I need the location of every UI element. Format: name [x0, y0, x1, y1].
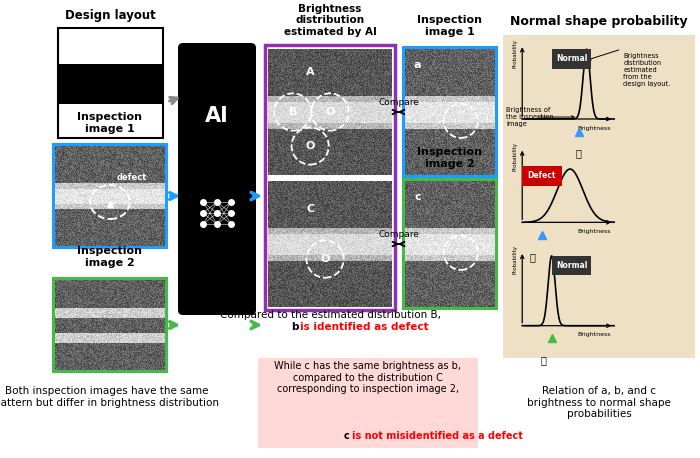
Bar	[52, 277, 168, 373]
Text: A: A	[306, 67, 314, 76]
Text: is identified as defect: is identified as defect	[300, 322, 428, 332]
Text: C: C	[306, 204, 314, 214]
Bar	[552, 256, 592, 275]
Text: Brightness: Brightness	[578, 333, 611, 338]
Bar	[58, 64, 163, 104]
FancyBboxPatch shape	[178, 43, 256, 315]
Text: O: O	[321, 254, 330, 264]
Text: Both inspection images have the same
pattern but differ in brightness distributi: Both inspection images have the same pat…	[0, 386, 220, 408]
Text: Brightness
distribution
estimated
from the
design layout.: Brightness distribution estimated from t…	[624, 53, 671, 87]
Text: Compare: Compare	[378, 98, 419, 107]
Text: O: O	[305, 141, 315, 151]
Text: ⓐ: ⓐ	[575, 148, 581, 158]
Text: While c has the same brightness as b,
compared to the distribution C
correspondi: While c has the same brightness as b, co…	[274, 361, 461, 394]
Text: Compare: Compare	[378, 230, 419, 239]
Text: c: c	[344, 431, 353, 441]
Bar	[552, 49, 592, 69]
Text: is not misidentified as a defect: is not misidentified as a defect	[352, 431, 523, 441]
Bar	[58, 28, 163, 138]
Text: B: B	[288, 107, 297, 117]
Text: Brightness
distribution
estimated by AI: Brightness distribution estimated by AI	[284, 4, 377, 37]
Bar	[52, 143, 168, 249]
Text: Normal shape probability: Normal shape probability	[510, 15, 688, 28]
Bar	[503, 35, 695, 358]
Text: Defect: Defect	[528, 171, 556, 180]
Text: Probability: Probability	[513, 142, 518, 171]
Text: Probability: Probability	[513, 38, 518, 68]
Text: Normal: Normal	[556, 261, 587, 270]
Text: Compared to the estimated distribution B,: Compared to the estimated distribution B…	[220, 310, 440, 320]
Text: Inspection
image 2: Inspection image 2	[78, 246, 143, 268]
Bar	[265, 45, 395, 310]
Bar	[522, 166, 561, 185]
Text: Inspection
image 2: Inspection image 2	[417, 147, 482, 169]
Text: b: b	[292, 322, 303, 332]
Text: ⓒ: ⓒ	[540, 355, 546, 365]
Text: AI: AI	[205, 106, 229, 126]
Text: ⓑ: ⓑ	[529, 252, 535, 262]
Text: Relation of a, b, and c
brightness to normal shape
probabilities: Relation of a, b, and c brightness to no…	[527, 386, 671, 419]
Text: Inspection
image 1: Inspection image 1	[78, 112, 143, 134]
Text: Brightness: Brightness	[578, 126, 611, 131]
Text: Brightness: Brightness	[578, 229, 611, 234]
Text: Brightness of
the inspection
image: Brightness of the inspection image	[506, 107, 554, 127]
Bar	[402, 178, 498, 310]
Text: Design layout: Design layout	[65, 9, 156, 22]
Text: Probability: Probability	[513, 245, 518, 274]
Bar	[258, 358, 478, 448]
Text: c: c	[414, 192, 421, 202]
Text: O: O	[326, 107, 335, 117]
Bar	[402, 46, 498, 178]
Text: Normal: Normal	[556, 55, 587, 63]
Text: a: a	[414, 60, 421, 71]
Text: Inspection
image 1: Inspection image 1	[417, 16, 482, 37]
Text: defect: defect	[117, 174, 147, 182]
